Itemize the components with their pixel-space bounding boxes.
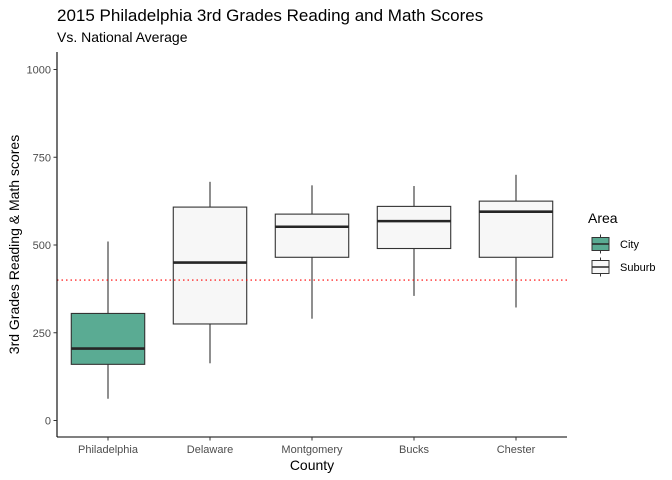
y-tick-label: 500 [33, 240, 51, 252]
box-bucks [376, 205, 452, 250]
legend-title: Area [588, 210, 618, 226]
box-chester [478, 200, 554, 258]
legend-label-suburb: Suburb [620, 262, 655, 274]
box-philadelphia [70, 312, 146, 365]
axes-layer: 0 250 500 750 1000 Philadelphia Delaware Montgo… [27, 52, 567, 456]
y-tick-label: 250 [33, 328, 51, 340]
legend: Area City Suburb [588, 210, 655, 277]
x-tick-label: Delaware [187, 444, 233, 456]
y-tick-label: 1000 [27, 65, 51, 77]
y-tick-label: 0 [45, 416, 51, 428]
y-tick-label: 750 [33, 152, 51, 164]
boxes-layer [70, 174, 554, 399]
x-axis-title: County [290, 457, 334, 473]
x-tick-label: Chester [497, 444, 536, 456]
box-delaware [172, 206, 248, 325]
x-tick-label: Montgomery [281, 444, 343, 456]
chart-subtitle: Vs. National Average [57, 29, 188, 45]
legend-label-city: City [620, 239, 639, 251]
box-montgomery [274, 213, 350, 258]
x-tick-label: Bucks [399, 444, 429, 456]
y-axis-title: 3rd Grades Reading & Math scores [6, 135, 22, 354]
x-tick-label: Philadelphia [78, 444, 139, 456]
chart-title: 2015 Philadelphia 3rd Grades Reading and… [57, 6, 484, 25]
